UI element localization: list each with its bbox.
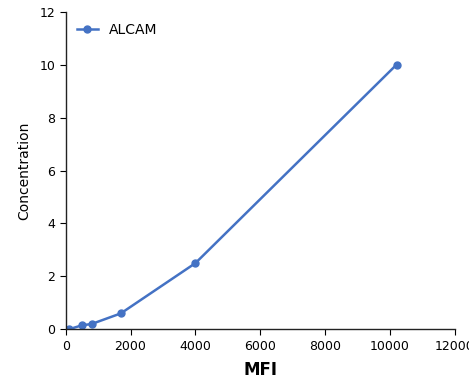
ALCAM (118, 311, 124, 316)
Y-axis label: Concentration: Concentration (17, 122, 31, 220)
ALCAM (89, 321, 94, 326)
Line: ALCAM: ALCAM (66, 61, 400, 333)
ALCAM (394, 62, 400, 67)
ALCAM (66, 327, 72, 332)
Legend: ALCAM: ALCAM (73, 19, 161, 41)
ALCAM (79, 323, 85, 328)
X-axis label: MFI: MFI (243, 361, 277, 379)
ALCAM (193, 261, 198, 265)
